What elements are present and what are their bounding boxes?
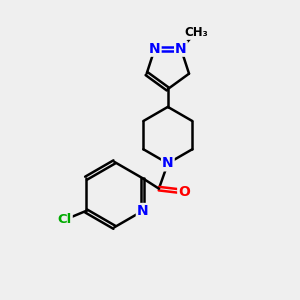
Text: Cl: Cl: [58, 213, 72, 226]
Text: N: N: [175, 42, 187, 56]
Text: N: N: [162, 156, 174, 170]
Text: N: N: [137, 204, 148, 218]
Text: CH₃: CH₃: [184, 26, 208, 39]
Text: N: N: [149, 42, 161, 56]
Text: O: O: [178, 184, 190, 199]
